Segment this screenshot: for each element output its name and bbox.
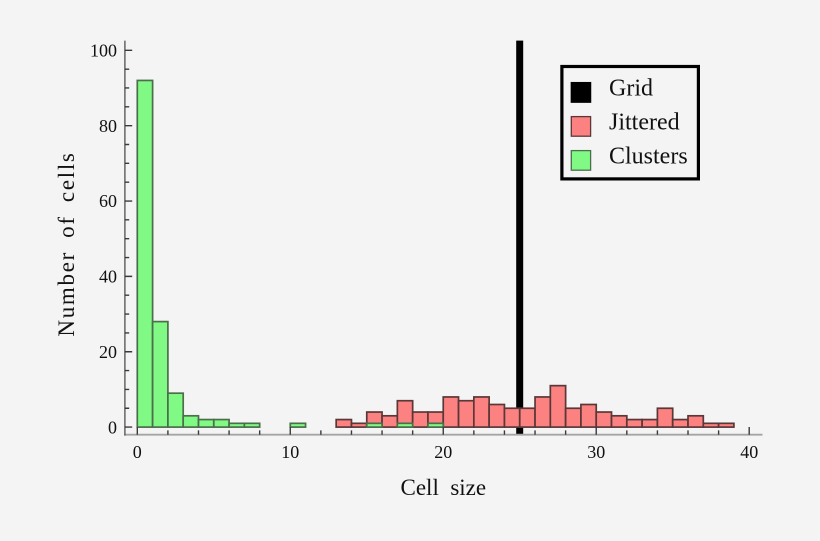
svg-text:80: 80 (99, 116, 117, 136)
svg-text:20: 20 (99, 342, 117, 362)
svg-text:60: 60 (99, 191, 117, 211)
svg-text:0: 0 (133, 442, 142, 462)
svg-text:30: 30 (587, 442, 605, 462)
svg-text:20: 20 (434, 442, 452, 462)
svg-text:Clusters: Clusters (609, 143, 688, 169)
svg-text:10: 10 (281, 442, 299, 462)
svg-text:40: 40 (740, 442, 758, 462)
svg-text:100: 100 (90, 41, 117, 61)
svg-text:0: 0 (108, 417, 117, 437)
svg-text:Jittered: Jittered (609, 109, 680, 135)
svg-text:Number of cells: Number of cells (54, 151, 79, 336)
svg-text:40: 40 (99, 267, 117, 287)
svg-text:Cell size: Cell size (401, 475, 487, 500)
svg-text:Grid: Grid (609, 75, 653, 101)
